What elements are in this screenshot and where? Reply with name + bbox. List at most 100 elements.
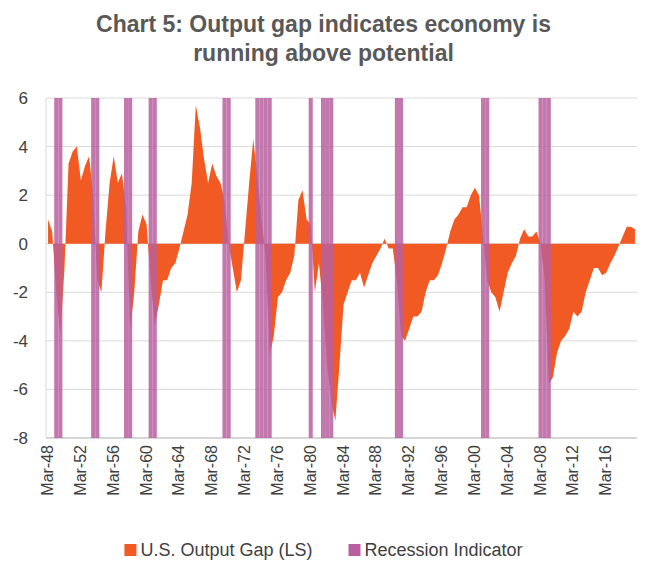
recession-bar <box>592 438 596 439</box>
recession-bar <box>149 98 153 438</box>
recession-bar <box>116 438 120 439</box>
recession-bar <box>190 438 194 439</box>
recession-bar <box>58 98 62 438</box>
recession-bar <box>346 438 350 439</box>
recession-bar <box>608 438 612 439</box>
recession-bar <box>136 438 140 439</box>
recession-bar <box>547 98 551 438</box>
recession-bar <box>186 438 190 439</box>
recession-bar <box>268 98 272 438</box>
recession-bar <box>272 438 276 439</box>
x-tick-label: Mar-00 <box>466 445 483 496</box>
title-line: running above potential <box>193 40 454 66</box>
recession-bar <box>46 438 50 439</box>
recession-bar <box>506 438 510 439</box>
recession-bar <box>91 98 95 438</box>
recession-bar <box>296 438 300 439</box>
y-tick-label: -2 <box>13 283 28 302</box>
recession-bar <box>387 438 391 439</box>
y-tick-label: 2 <box>19 186 28 205</box>
recession-bar <box>374 438 378 439</box>
recession-bar <box>502 438 506 439</box>
recession-bar <box>358 438 362 439</box>
recession-bar <box>378 438 382 439</box>
legend-swatch <box>348 544 360 556</box>
title: Chart 5: Output gap indicates economy is… <box>96 11 551 66</box>
recession-bar <box>140 438 144 439</box>
recession-bar <box>132 438 136 439</box>
recession-bar <box>62 438 66 439</box>
recession-bar <box>128 98 132 438</box>
recession-bar <box>436 438 440 439</box>
y-tick-label: -4 <box>13 332 28 351</box>
recession-bar <box>612 438 616 439</box>
recession-bar <box>198 438 202 439</box>
recession-bar <box>419 438 423 439</box>
chart: Chart 5: Output gap indicates economy is… <box>0 0 647 575</box>
recession-bar <box>485 98 489 438</box>
recession-bar <box>313 438 317 439</box>
recession-bar <box>227 98 231 438</box>
recession-bar <box>518 438 522 439</box>
recession-bar <box>243 438 247 439</box>
x-tick-label: Mar-12 <box>564 445 581 496</box>
recession-bar <box>300 438 304 439</box>
x-tick-label: Mar-56 <box>105 445 122 496</box>
legend: U.S. Output Gap (LS)Recession Indicator <box>124 540 522 560</box>
recession-bar <box>580 438 584 439</box>
y-tick-label: -6 <box>13 380 28 399</box>
x-tick-label: Mar-68 <box>203 445 220 496</box>
recession-bar <box>75 438 79 439</box>
recession-bar <box>50 438 54 439</box>
recession-bar <box>551 438 555 439</box>
recession-bar <box>448 438 452 439</box>
x-tick-label: Mar-92 <box>400 445 417 496</box>
y-tick-label: 4 <box>19 138 28 157</box>
recession-bar <box>67 438 71 439</box>
recession-bar <box>575 438 579 439</box>
recession-bar <box>337 438 341 439</box>
recession-bar <box>321 98 325 438</box>
recession-bar <box>621 438 625 439</box>
recession-bar <box>325 98 329 438</box>
recession-bar <box>415 438 419 439</box>
recession-bar <box>616 438 620 439</box>
recession-bar <box>395 98 399 438</box>
recession-bar <box>103 438 107 439</box>
recession-bar <box>329 98 333 438</box>
recession-bar <box>555 438 559 439</box>
recession-bar <box>239 438 243 439</box>
recession-bar <box>411 438 415 439</box>
recession-bar <box>333 438 337 439</box>
x-tick-label: Mar-84 <box>335 445 352 496</box>
recession-bar <box>292 438 296 439</box>
recession-bar <box>87 438 91 439</box>
y-tick-label: 0 <box>19 235 28 254</box>
recession-bar <box>235 438 239 439</box>
recession-bar <box>469 438 473 439</box>
recession-bar <box>596 438 600 439</box>
x-tick-label: Mar-52 <box>72 445 89 496</box>
x-tick-label: Mar-16 <box>597 445 614 496</box>
recession-bar <box>403 438 407 439</box>
recession-bar <box>153 98 157 438</box>
recession-bar <box>83 438 87 439</box>
recession-bar <box>366 438 370 439</box>
recession-bar <box>71 438 75 439</box>
recession-bar <box>567 438 571 439</box>
recession-bar <box>173 438 177 439</box>
recession-bar <box>288 438 292 439</box>
recession-bar <box>428 438 432 439</box>
recession-bar <box>465 438 469 439</box>
x-tick-label: Mar-80 <box>302 445 319 496</box>
x-tick-label: Mar-48 <box>39 445 56 496</box>
recession-bar <box>452 438 456 439</box>
recession-bar <box>522 438 526 439</box>
recession-bar <box>461 438 465 439</box>
recession-bar <box>284 438 288 439</box>
recession-bar <box>444 438 448 439</box>
legend-label: Recession Indicator <box>364 540 522 560</box>
recession-bar <box>317 438 321 439</box>
recession-bar <box>95 98 99 438</box>
recession-bar <box>481 98 485 438</box>
